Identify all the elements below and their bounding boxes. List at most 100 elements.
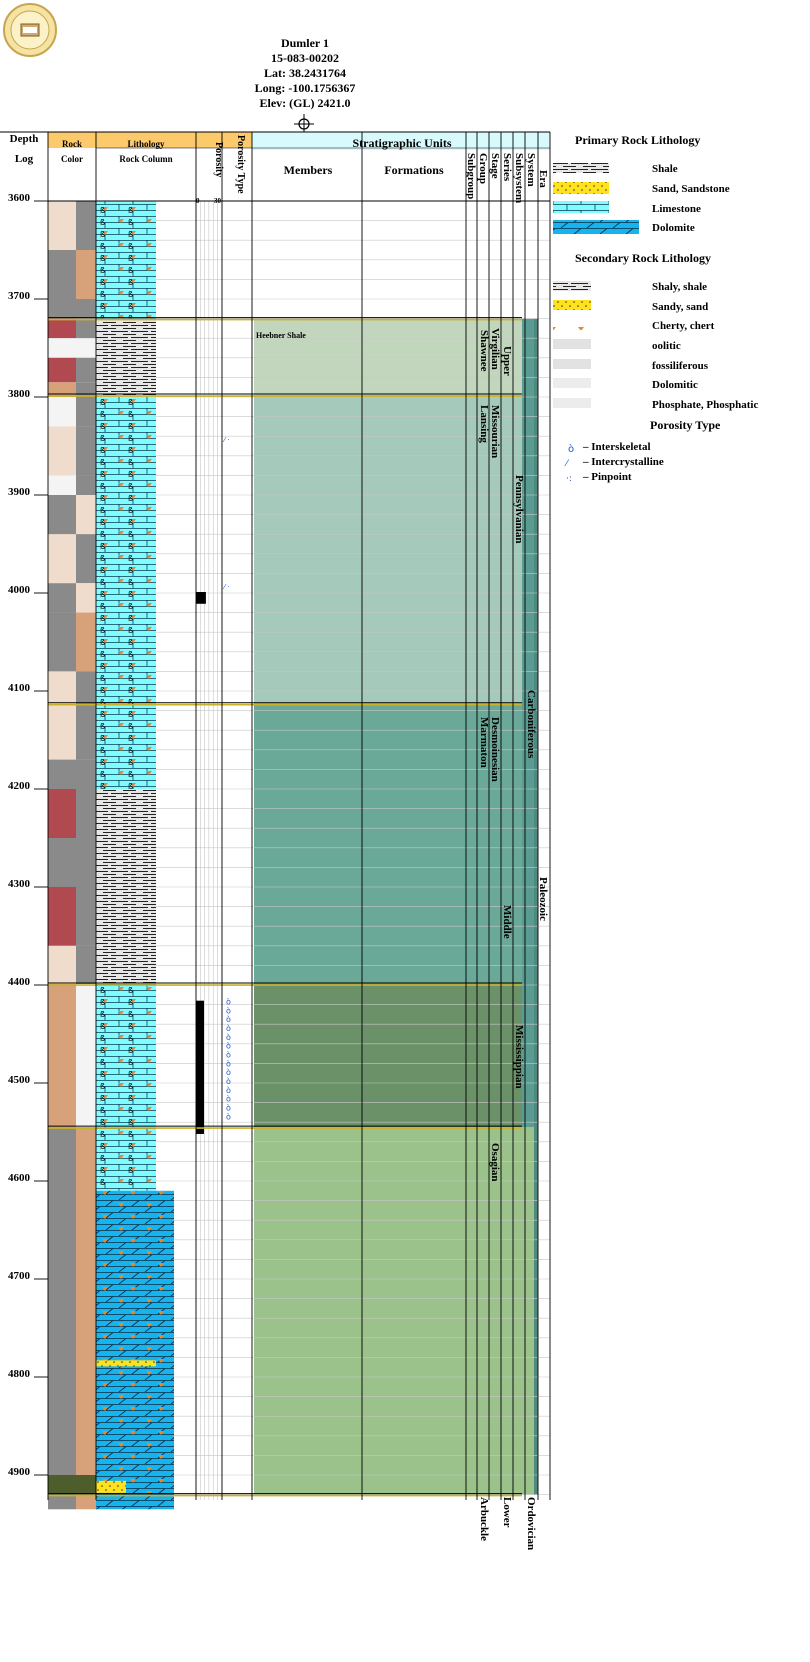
legend-oolitic-label: oolitic <box>652 340 681 352</box>
depth-tick-label: 4400 <box>8 976 30 988</box>
interskeletal-symbol: ò <box>226 1094 231 1104</box>
porosity-scale-min: 0 <box>196 197 200 205</box>
series-label-upper: Upper <box>501 346 513 376</box>
rock-color-segment <box>76 1494 96 1510</box>
rock-color-segment <box>48 397 76 427</box>
porosity-bar <box>196 592 206 604</box>
legend-shale-label: Shale <box>652 163 678 175</box>
lithology-segment <box>96 789 156 985</box>
rock-color-segment <box>48 475 76 495</box>
depth-tick-label: 4900 <box>8 1466 30 1478</box>
rock-color-segment <box>48 1494 76 1510</box>
rock-color-segment <box>48 382 76 397</box>
rock-color-segment <box>76 612 96 672</box>
strat-unit-band <box>254 318 538 396</box>
color-header: Color <box>61 154 83 164</box>
strat-units-header: Stratigraphic Units <box>352 136 452 150</box>
stage-header: Stage <box>489 153 501 179</box>
interskeletal-symbol: ò <box>226 1014 231 1024</box>
stage-label-desmoinesian: Desmoinesian <box>489 717 501 782</box>
rock-color-segment <box>48 1475 76 1495</box>
rock-column-header: Rock Column <box>119 154 173 164</box>
legend-sandy-label: Sandy, sand <box>652 301 709 313</box>
rock-color-segment <box>76 887 96 946</box>
rock-color-segment <box>76 838 96 887</box>
rock-color-segment <box>48 789 76 838</box>
lithology-segment <box>96 318 156 397</box>
depth-header: Depth <box>9 133 39 145</box>
rock-color-segment <box>76 475 96 495</box>
interskeletal-symbol: ò <box>226 1032 231 1042</box>
legend-cherty-label: Cherty, chert <box>652 320 715 332</box>
series-label-lower: Lower <box>501 1497 513 1528</box>
rock-color-segment <box>48 1127 76 1377</box>
series-label-middle: Middle <box>501 905 513 939</box>
strat-unit-band <box>254 395 538 704</box>
subsystem-label-pennsylvanian: Pennsylvanian <box>513 475 525 544</box>
stage-label-virgilian: Virgilian <box>489 328 501 370</box>
rock-color-segment <box>48 671 76 704</box>
legend-phosphate-label: Phosphate, Phosphatic <box>652 399 759 411</box>
depth-tick-label: 4100 <box>8 682 30 694</box>
depth-tick-label: 4000 <box>8 584 30 596</box>
rock-color-segment <box>76 534 96 584</box>
well-api: 15-083-00202 <box>271 51 339 65</box>
rock-color-segment <box>48 201 76 250</box>
fossil-overlay <box>96 201 156 319</box>
stage-label-osagian: Osagian <box>489 1143 501 1182</box>
rock-color-segment <box>76 357 96 383</box>
rock-color-segment <box>48 299 76 319</box>
rock-color-segment <box>76 318 96 339</box>
legend-intercrystalline-label: – Intercrystalline <box>583 456 664 468</box>
log-header: Log <box>14 153 34 165</box>
subsystem-label-mississippian: Mississippian <box>513 1025 525 1089</box>
strat-header-bar <box>252 132 550 150</box>
system-header: System <box>525 153 537 187</box>
legend-pinpoint-text: Pinpoint <box>591 471 632 483</box>
rock-color-segment <box>48 887 76 946</box>
legend-dolomitic-swatch <box>553 378 591 388</box>
well-name: Dumler 1 <box>280 36 330 50</box>
legend-fossiliferous-label: fossiliferous <box>652 360 709 372</box>
legend-sand-swatch <box>553 182 609 194</box>
legend-pinpoint-icon: ·: <box>566 474 572 484</box>
rock-color-segment <box>76 1127 96 1377</box>
porosity-type-header: Porosity Type <box>235 135 246 194</box>
legend-primary-title: Primary Rock Lithology <box>575 133 701 147</box>
rock-color-segment <box>76 703 96 760</box>
legend-shaly-swatch <box>553 281 591 291</box>
legend-interskeletal-label: – Interskeletal <box>583 441 651 453</box>
depth-tick-label: 4300 <box>8 878 30 890</box>
legend-dolomite-swatch <box>553 220 639 234</box>
rock-color-segment <box>76 1475 96 1495</box>
porosity-type-header-bar <box>222 132 252 148</box>
interskeletal-symbol: ò <box>226 1076 231 1086</box>
members-header: Members <box>283 163 333 177</box>
fossil-overlay <box>96 984 156 1191</box>
formations-header: Formations <box>384 163 444 177</box>
legend-pinpoint-label: – Pinpoint <box>583 471 632 483</box>
fossil-overlay <box>96 397 156 704</box>
rock-color-segment <box>76 495 96 535</box>
rock-color-segment <box>76 338 96 358</box>
interskeletal-symbol: ò <box>226 997 231 1007</box>
pinpoint-symbol: ⁄ · <box>222 583 230 591</box>
rock-color-segment <box>48 945 76 985</box>
rock-color-segment <box>48 426 76 476</box>
subsystem-header: Subsystem <box>513 153 525 204</box>
group-header: Group <box>477 153 489 184</box>
interskeletal-symbol: ò <box>226 1111 231 1121</box>
rock-color-segment <box>76 382 96 397</box>
subgroup-label-arbuckle: Arbuckle <box>478 1497 490 1541</box>
chert-overlay <box>96 1190 174 1495</box>
rock-color-segment <box>76 789 96 838</box>
depth-tick-label: 3800 <box>8 388 30 400</box>
rock-color-segment <box>76 583 96 613</box>
strat-unit-band <box>254 1127 538 1495</box>
rock-color-segment <box>76 945 96 985</box>
system-label-ordovician: Ordovician <box>525 1497 537 1551</box>
strat-unit-band <box>254 984 538 1128</box>
legend-intercrystalline-text: Intercrystalline <box>591 456 664 468</box>
kgs-logo <box>3 3 57 57</box>
